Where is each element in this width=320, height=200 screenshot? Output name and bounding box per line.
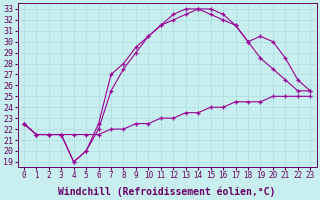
X-axis label: Windchill (Refroidissement éolien,°C): Windchill (Refroidissement éolien,°C) [58, 186, 276, 197]
